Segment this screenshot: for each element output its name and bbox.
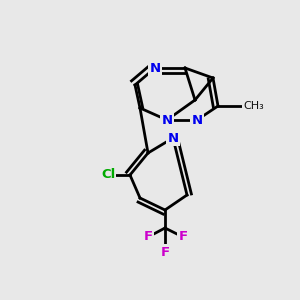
Text: N: N <box>161 113 172 127</box>
Text: F: F <box>143 230 153 244</box>
Text: F: F <box>178 230 188 244</box>
Text: CH₃: CH₃ <box>243 101 264 111</box>
Text: N: N <box>167 131 178 145</box>
Text: F: F <box>160 245 169 259</box>
Text: N: N <box>149 61 161 74</box>
Text: N: N <box>191 113 203 127</box>
Text: Cl: Cl <box>101 169 115 182</box>
